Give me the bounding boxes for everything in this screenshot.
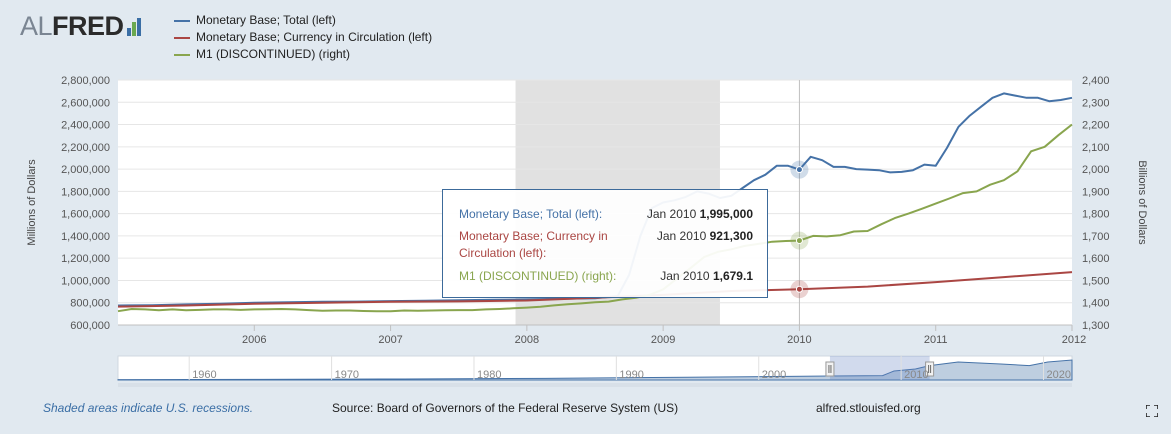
y-right-axis-title: Billions of Dollars xyxy=(1136,160,1148,245)
navigator-handle-left[interactable] xyxy=(825,361,835,377)
tooltip-value: Jan 2010 921,300 xyxy=(657,228,753,262)
logo-text-al: AL xyxy=(20,11,53,41)
y-left-tick-label: 2,800,000 xyxy=(61,75,110,87)
y-left-tick-label: 2,400,000 xyxy=(61,120,110,132)
navigator-background xyxy=(117,355,1073,381)
y-left-tick-label: 1,400,000 xyxy=(61,231,110,243)
series-marker-m1 xyxy=(795,237,803,245)
x-tick-label: 2010 xyxy=(787,334,811,346)
legend-swatch xyxy=(174,36,190,39)
navigator-tick-label: 2000 xyxy=(762,369,786,381)
y-left-tick-label: 2,000,000 xyxy=(61,164,110,176)
navigator-tick-label: 1980 xyxy=(477,369,501,381)
y-right-tick-label: 1,300 xyxy=(1082,320,1110,332)
navigator-scrollbar[interactable] xyxy=(118,383,1072,387)
legend-swatch xyxy=(174,19,190,22)
y-left-axis-title: Millions of Dollars xyxy=(26,159,38,246)
legend-label: Monetary Base; Currency in Circulation (… xyxy=(196,30,433,44)
chart-tooltip: Monetary Base; Total (left): Jan 2010 1,… xyxy=(442,189,768,298)
tooltip-number: 921,300 xyxy=(709,229,753,243)
series-marker-currency-in-circulation xyxy=(795,285,803,293)
navigator-tick-label: 2020 xyxy=(1047,369,1071,381)
x-tick-label: 2009 xyxy=(651,334,675,346)
y-right-tick-label: 1,400 xyxy=(1082,298,1110,310)
chart-frame: ALFRED Monetary Base; Total (left) Monet… xyxy=(8,0,1166,434)
navigator-handle-right[interactable] xyxy=(925,361,935,377)
tooltip-date: Jan 2010 xyxy=(660,269,710,283)
y-right-tick-label: 2,300 xyxy=(1082,97,1110,109)
logo-text-fred: FRED xyxy=(52,11,124,41)
logo-bars-icon xyxy=(126,6,142,36)
y-right-tick-label: 2,200 xyxy=(1082,120,1110,132)
tooltip-row-total: Monetary Base; Total (left): Jan 2010 1,… xyxy=(459,206,753,223)
navigator-tick-label: 1970 xyxy=(335,369,359,381)
tooltip-series-name: Monetary Base; Currency in Circulation (… xyxy=(459,229,608,260)
y-right-tick-label: 2,000 xyxy=(1082,164,1110,176)
x-tick-label: 2012 xyxy=(1062,334,1086,346)
tooltip-row-m1: M1 (DISCONTINUED) (right): Jan 2010 1,67… xyxy=(459,268,753,285)
y-left-tick-label: 1,600,000 xyxy=(61,209,110,221)
y-left-tick-label: 2,200,000 xyxy=(61,142,110,154)
y-right-tick-label: 2,400 xyxy=(1082,75,1110,87)
x-tick-label: 2006 xyxy=(242,334,266,346)
tooltip-series-name: M1 (DISCONTINUED) (right): xyxy=(459,269,617,283)
navigator-selection xyxy=(829,356,930,380)
tooltip-series-name: Monetary Base; Total (left): xyxy=(459,207,603,221)
legend-item-monetary-base-total[interactable]: Monetary Base; Total (left) xyxy=(174,12,432,29)
x-tick-label: 2007 xyxy=(378,334,402,346)
legend-item-m1[interactable]: M1 (DISCONTINUED) (right) xyxy=(174,46,432,63)
y-right-tick-label: 1,700 xyxy=(1082,231,1110,243)
navigator-tick-label: 1960 xyxy=(192,369,216,381)
series-marker-monetary-base-total xyxy=(795,166,803,174)
tooltip-value: Jan 2010 1,679.1 xyxy=(660,268,753,285)
tooltip-date: Jan 2010 xyxy=(656,229,707,243)
fullscreen-icon[interactable] xyxy=(1146,405,1158,417)
site-link[interactable]: alfred.stlouisfed.org xyxy=(816,401,921,415)
y-left-tick-label: 2,600,000 xyxy=(61,97,110,109)
y-right-tick-label: 1,800 xyxy=(1082,209,1110,221)
tooltip-date: Jan 2010 xyxy=(646,207,697,221)
tooltip-number: 1,995,000 xyxy=(699,207,753,221)
y-right-tick-label: 1,500 xyxy=(1082,275,1110,287)
y-left-tick-label: 1,200,000 xyxy=(61,253,110,265)
source-note: Source: Board of Governors of the Federa… xyxy=(332,401,679,415)
x-tick-label: 2008 xyxy=(515,334,539,346)
y-right-tick-label: 1,900 xyxy=(1082,186,1110,198)
legend-label: Monetary Base; Total (left) xyxy=(196,13,336,27)
legend-label: M1 (DISCONTINUED) (right) xyxy=(196,47,351,61)
y-left-tick-label: 600,000 xyxy=(70,320,110,332)
x-tick-label: 2011 xyxy=(924,334,948,346)
y-right-tick-label: 1,600 xyxy=(1082,253,1110,265)
tooltip-row-currency: Monetary Base; Currency in Circulation (… xyxy=(459,228,753,262)
legend-swatch xyxy=(174,53,190,56)
navigator-tick-label: 1990 xyxy=(619,369,643,381)
y-left-tick-label: 1,800,000 xyxy=(61,186,110,198)
alfred-logo[interactable]: ALFRED xyxy=(20,6,142,41)
tooltip-number: 1,679.1 xyxy=(712,269,753,283)
y-left-tick-label: 1,000,000 xyxy=(61,275,110,287)
y-right-tick-label: 2,100 xyxy=(1082,142,1110,154)
chart-legend: Monetary Base; Total (left) Monetary Bas… xyxy=(174,12,432,63)
tooltip-value: Jan 2010 1,995,000 xyxy=(647,206,753,223)
navigator-area xyxy=(117,359,1073,381)
navigator-tick-label: 2010 xyxy=(904,369,928,381)
legend-item-currency-in-circulation[interactable]: Monetary Base; Currency in Circulation (… xyxy=(174,29,432,46)
series-line-m1 xyxy=(117,123,1073,313)
recession-note: Shaded areas indicate U.S. recessions. xyxy=(43,401,254,415)
y-left-tick-label: 800,000 xyxy=(70,298,110,310)
